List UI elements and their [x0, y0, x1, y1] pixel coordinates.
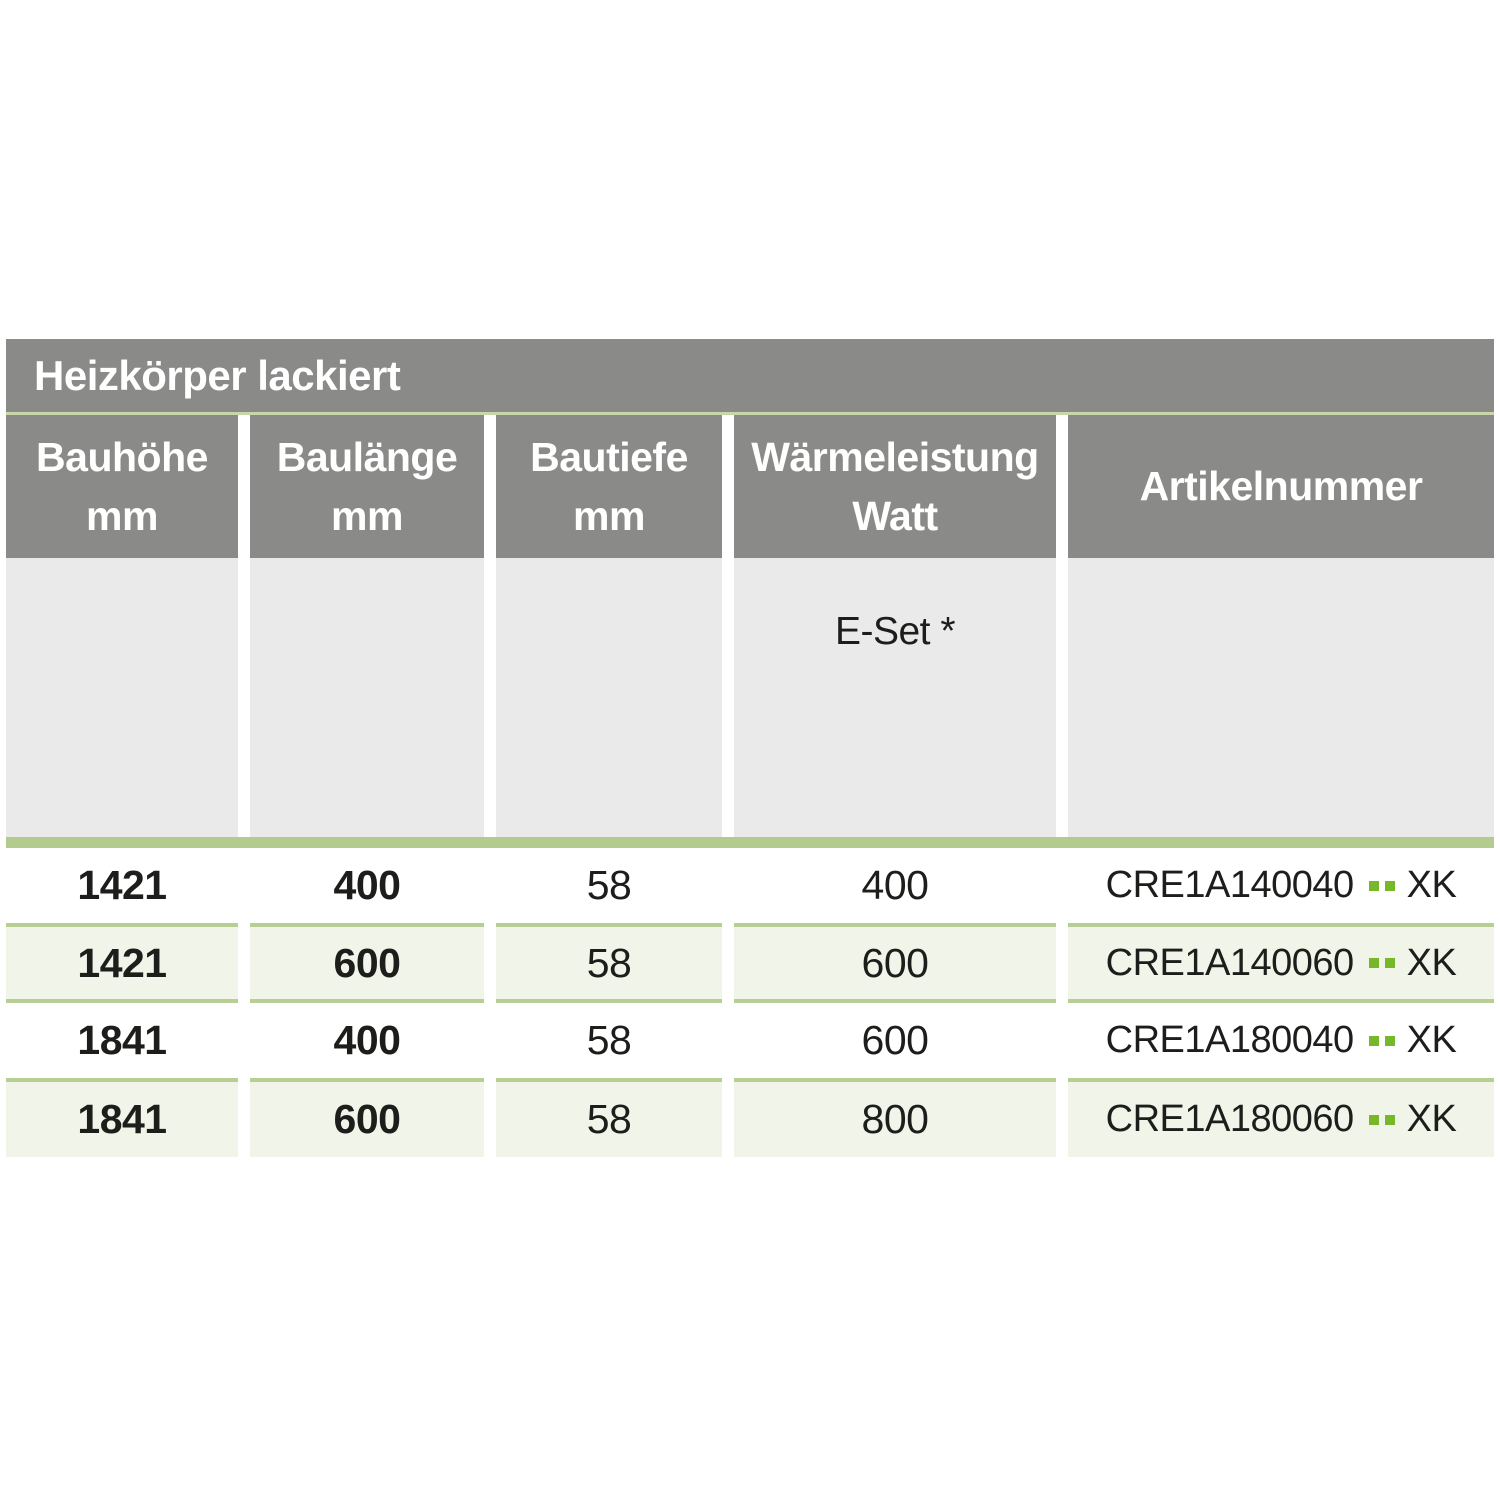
- green-dot-icon: [1384, 1114, 1395, 1125]
- green-dot-icon: [1368, 1035, 1379, 1046]
- cell-bautiefe: 58: [496, 923, 722, 1003]
- e-set-label: E-Set *: [834, 610, 956, 653]
- cell-baulaenge: 400: [250, 848, 484, 923]
- artikel-prefix: CRE1A180040: [1105, 1019, 1355, 1061]
- col-header-bauhoehe: Bauhöhe mm: [6, 415, 238, 558]
- subheader-cell-artikelnummer: [1068, 558, 1494, 837]
- cell-bautiefe: 58: [496, 848, 722, 923]
- table-row: 1421 400 58 400 CRE1A140040 XK: [6, 848, 1494, 923]
- green-dot-icon: [1384, 958, 1395, 968]
- cell-bautiefe: 58: [496, 1078, 722, 1157]
- table-row: 1841 600 58 800 CRE1A180060 XK: [6, 1078, 1494, 1157]
- artikel-prefix: CRE1A140040: [1105, 864, 1355, 906]
- col-header-waermeleistung: Wärmeleistung Watt: [734, 415, 1056, 558]
- table-title-bar: Heizkörper lackiert: [6, 339, 1494, 412]
- green-dot-icon: [1368, 1114, 1379, 1125]
- artikel-prefix: CRE1A180060: [1105, 1098, 1355, 1140]
- cell-bauhoehe: 1421: [6, 923, 238, 1003]
- green-separator-bar: [6, 837, 1494, 848]
- column-header-row: Bauhöhe mm Baulänge mm Bautiefe mm Wärme…: [6, 415, 1494, 558]
- subheader-row: E-Set *: [6, 558, 1494, 837]
- cell-artikelnummer: CRE1A140060 XK: [1068, 923, 1494, 1003]
- col-header-artikelnummer: Artikelnummer: [1068, 415, 1494, 558]
- artikel-suffix: XK: [1406, 1098, 1457, 1140]
- col-header-label: Artikelnummer: [1139, 463, 1423, 510]
- col-header-unit: mm: [573, 492, 645, 539]
- col-header-unit: mm: [331, 492, 403, 539]
- col-header-baulaenge: Baulänge mm: [250, 415, 484, 558]
- cell-baulaenge: 400: [250, 1003, 484, 1078]
- subheader-cell-bautiefe: [496, 558, 722, 837]
- artikel-suffix: XK: [1406, 864, 1457, 906]
- subheader-cell-eset: E-Set *: [734, 558, 1056, 837]
- green-dot-icon: [1368, 880, 1379, 891]
- col-header-label: Bautiefe: [530, 434, 688, 481]
- subheader-cell-bauhoehe: [6, 558, 238, 837]
- cell-bautiefe: 58: [496, 1003, 722, 1078]
- cell-artikelnummer: CRE1A140040 XK: [1068, 848, 1494, 923]
- col-header-label: Bauhöhe: [36, 434, 208, 481]
- subheader-cell-baulaenge: [250, 558, 484, 837]
- product-spec-table: Heizkörper lackiert Bauhöhe mm Baulänge …: [6, 339, 1494, 1157]
- cell-watt: 600: [734, 1003, 1056, 1078]
- col-header-unit: mm: [86, 492, 158, 539]
- cell-baulaenge: 600: [250, 1078, 484, 1157]
- col-header-label: Baulänge: [276, 434, 458, 481]
- title-divider-line: [6, 412, 1494, 415]
- cell-bauhoehe: 1841: [6, 1003, 238, 1078]
- col-header-bautiefe: Bautiefe mm: [496, 415, 722, 558]
- cell-bauhoehe: 1421: [6, 848, 238, 923]
- cell-baulaenge: 600: [250, 923, 484, 1003]
- artikel-suffix: XK: [1406, 941, 1457, 984]
- col-header-unit: Watt: [852, 492, 938, 539]
- cell-watt: 400: [734, 848, 1056, 923]
- cell-watt: 600: [734, 923, 1056, 1003]
- table-row: 1841 400 58 600 CRE1A180040 XK: [6, 1003, 1494, 1078]
- cell-bauhoehe: 1841: [6, 1078, 238, 1157]
- artikel-prefix: CRE1A140060: [1105, 941, 1355, 984]
- cell-artikelnummer: CRE1A180040 XK: [1068, 1003, 1494, 1078]
- artikel-suffix: XK: [1406, 1019, 1457, 1061]
- table-title: Heizkörper lackiert: [34, 351, 401, 399]
- cell-watt: 800: [734, 1078, 1056, 1157]
- green-dot-icon: [1384, 880, 1395, 891]
- col-header-label: Wärmeleistung: [751, 434, 1039, 481]
- green-dot-icon: [1368, 958, 1379, 968]
- table-row: 1421 600 58 600 CRE1A140060 XK: [6, 923, 1494, 1003]
- green-dot-icon: [1384, 1035, 1395, 1046]
- cell-artikelnummer: CRE1A180060 XK: [1068, 1078, 1494, 1157]
